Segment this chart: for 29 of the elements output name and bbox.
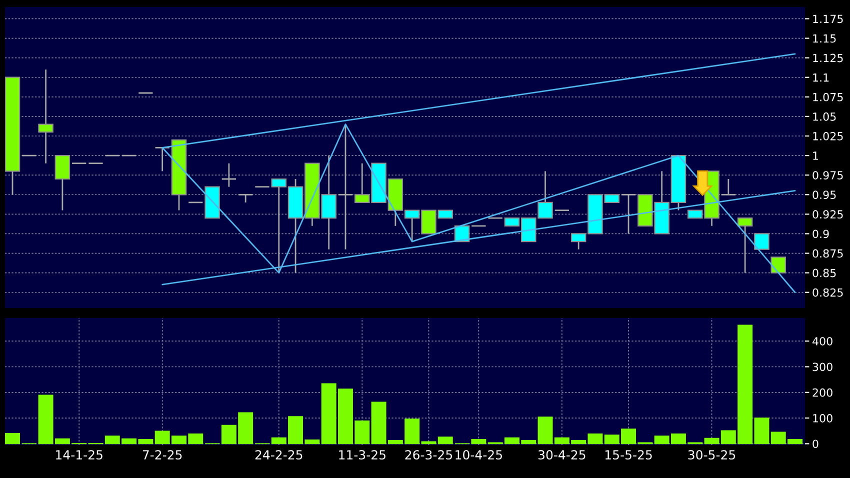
y-tick-label: 1.05 — [813, 112, 836, 121]
y-tick-label: 300 — [812, 362, 832, 372]
y-tick-label: 0.825 — [812, 288, 843, 297]
x-tick-label: 7-2-25 — [142, 450, 182, 460]
y-tick-label: 1.025 — [813, 132, 843, 140]
y-tick-label: 1.075 — [813, 92, 843, 102]
y-tick-label: 1.125 — [813, 54, 843, 62]
y-tick-label: 0.875 — [812, 249, 843, 258]
y-tick-label: 100 — [813, 414, 832, 422]
y-tick-label: 0.9 — [812, 230, 829, 238]
y-tick-label: 0.85 — [812, 268, 836, 278]
y-tick-label: 200 — [812, 388, 832, 397]
y-tick-label: 0 — [812, 440, 818, 448]
x-tick-label: 10-4-25 — [456, 450, 502, 460]
y-tick-label: 1 — [813, 152, 818, 160]
y-tick-label: 400 — [812, 337, 832, 346]
y-tick-label: 0.95 — [812, 190, 836, 200]
x-tick-label: 15-5-25 — [606, 450, 652, 460]
y-tick-label: 1.15 — [813, 34, 836, 43]
x-tick-label: 11-3-25 — [339, 450, 386, 460]
x-tick-label: 30-4-25 — [538, 450, 586, 460]
x-tick-label: 24-2-25 — [255, 450, 302, 460]
y-tick-label: 1.175 — [813, 14, 843, 24]
x-tick-label: 30-5-25 — [688, 450, 736, 460]
x-tick-label: 26-3-25 — [405, 450, 452, 460]
y-tick-label: 1.1 — [813, 73, 829, 82]
x-tick-label: 14-1-25 — [56, 450, 102, 460]
y-tick-label: 0.975 — [812, 171, 843, 180]
y-tick-label: 0.925 — [812, 210, 843, 219]
